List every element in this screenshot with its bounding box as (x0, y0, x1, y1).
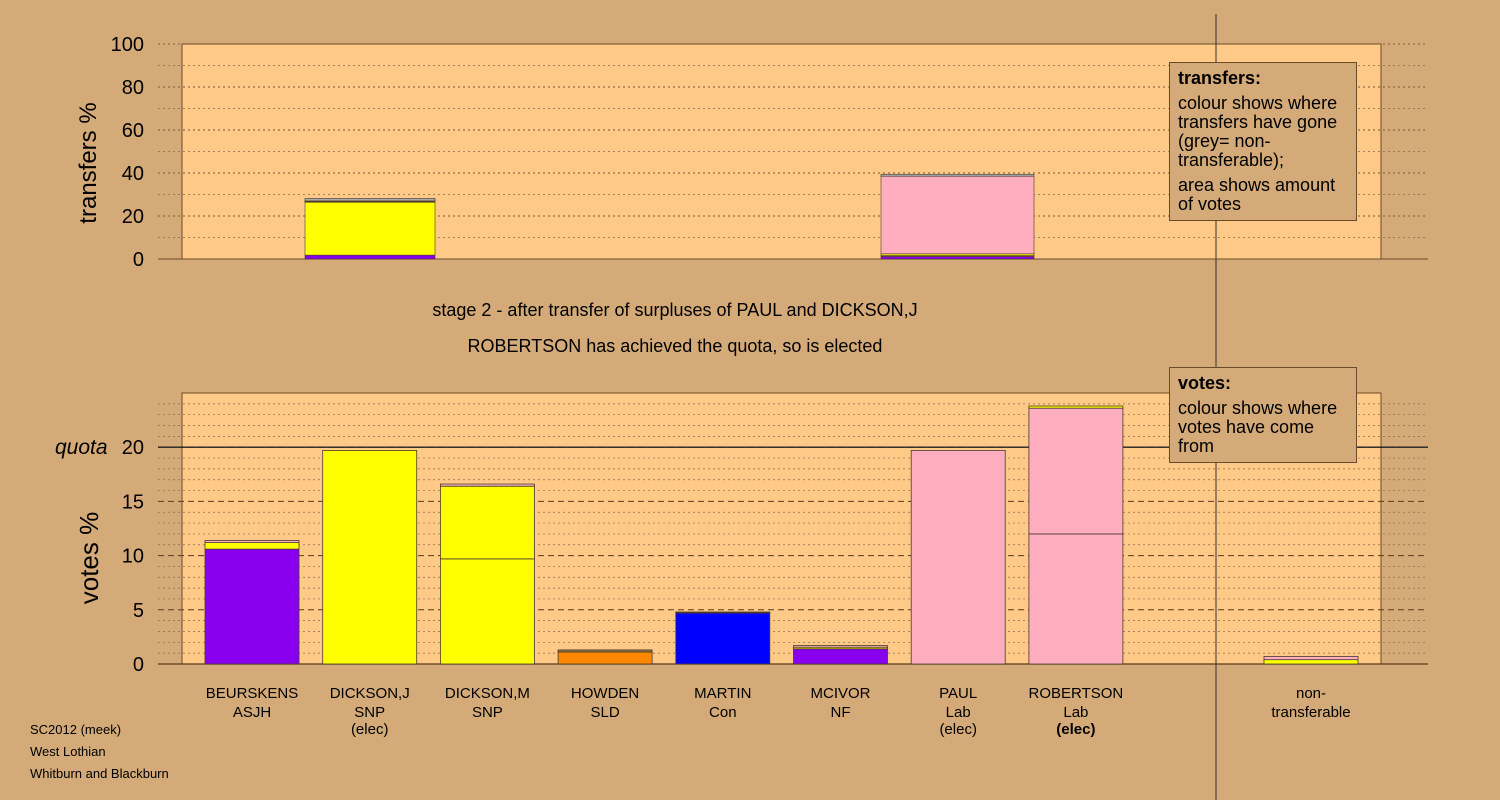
votes-y-tick-label: 5 (133, 600, 144, 622)
candidate-name-label: PAUL (939, 685, 977, 702)
candidate-party-label: NF (831, 704, 851, 721)
transfer-segment-paul-to-robertson (880, 175, 1035, 255)
votes-y-tick-label: 15 (122, 491, 144, 513)
votes-y-tick-label: 20 (122, 437, 144, 459)
candidate-name-label: MARTIN (694, 685, 751, 702)
vote-bar-segment-howden (557, 651, 653, 665)
transfers-y-tick-label: 0 (133, 249, 144, 271)
candidate-status-label: (elec) (1056, 721, 1095, 738)
candidate-party-label: ASJH (233, 704, 271, 721)
candidate-name-label: DICKSON,M (445, 685, 530, 702)
candidate-party-label: SLD (591, 704, 620, 721)
non-transferable-label-1: non- (1296, 685, 1326, 702)
vote-bar-segment-mcivor (793, 645, 888, 648)
quota-label: quota (55, 436, 108, 459)
transfers-y-tick-label: 80 (122, 77, 144, 99)
transfer-segment-dicksonj-to-nontransferable (304, 198, 436, 202)
candidate-party-label: Lab (1063, 704, 1088, 721)
vote-bar-segment-beurskens (204, 542, 300, 550)
vote-bar-segment-dicksonm (439, 558, 535, 665)
votes-y-axis-label: votes % (74, 512, 104, 605)
candidate-party-label: SNP (472, 704, 503, 721)
vote-bar-segment-robertson (1028, 405, 1124, 409)
vote-bar-segment-martin (675, 612, 771, 665)
transfer-segment-paul-to-mcivor (880, 256, 1035, 260)
vote-bar-segment-dicksonm (439, 485, 535, 560)
transfers-y-tick-label: 60 (122, 120, 144, 142)
vote-bar-segment-beurskens (204, 540, 300, 543)
vote-bar-segment-howden (557, 649, 653, 652)
caption-ward: Whitburn and Blackburn (30, 766, 169, 781)
candidate-party-label: Lab (946, 704, 971, 721)
non-transferable-label-2: transferable (1271, 704, 1350, 721)
vote-bar-segment-martin (675, 611, 771, 613)
votes-legend: votes: colour shows where votes have com… (1169, 367, 1357, 463)
transfer-segment-dicksonj-to-mcivor (304, 254, 436, 260)
caption-system: SC2012 (meek) (30, 722, 122, 737)
transfer-segment-dicksonj-to-dicksonm (304, 201, 436, 256)
transfers-y-axis-label: transfers % (75, 102, 102, 223)
candidate-name-label: MCIVOR (811, 685, 871, 702)
transfer-segment-paul-to-nontransferable (880, 173, 1035, 177)
vote-bar-segment-paul (910, 450, 1006, 665)
votes-y-tick-label: 0 (133, 654, 144, 676)
transfers-legend-text-2: area shows amount of votes (1178, 175, 1336, 214)
candidate-name-label: ROBERTSON (1029, 685, 1124, 702)
transfers-legend-title: transfers: (1178, 68, 1262, 88)
transfers-y-tick-label: 20 (122, 206, 144, 228)
transfers-legend: transfers: colour shows where transfers … (1169, 62, 1357, 221)
candidate-status-label: (elec) (351, 721, 389, 738)
candidate-name-label: DICKSON,J (330, 685, 410, 702)
transfers-legend-text-1: colour shows where transfers have gone (… (1178, 93, 1338, 170)
votes-y-tick-label: 10 (122, 546, 144, 568)
candidate-status-label: (elec) (939, 721, 977, 738)
vote-bar-segment-beurskens (204, 548, 300, 665)
candidate-name-label: HOWDEN (571, 685, 639, 702)
non-transferable-bar-segment (1263, 659, 1359, 665)
stage-line-1: stage 2 - after transfer of surpluses of… (432, 300, 918, 320)
stage-line-2: ROBERTSON has achieved the quota, so is … (467, 336, 883, 356)
votes-legend-text-1: colour shows where votes have come from (1178, 398, 1338, 456)
candidate-name-label: BEURSKENS (206, 685, 299, 702)
candidate-party-label: SNP (354, 704, 385, 721)
vote-bar-segment-robertson (1028, 533, 1124, 665)
vote-bar-segment-robertson (1028, 407, 1124, 535)
votes-legend-title: votes: (1178, 373, 1232, 393)
transfers-y-tick-label: 100 (111, 34, 144, 56)
caption-council: West Lothian (30, 744, 106, 759)
vote-bar-segment-dicksonm (439, 483, 535, 487)
non-transferable-bar-segment (1263, 656, 1359, 661)
vote-bar-segment-mcivor (793, 648, 888, 665)
vote-bar-segment-dicksonj (322, 450, 418, 665)
candidate-party-label: Con (709, 704, 737, 721)
transfers-y-tick-label: 40 (122, 163, 144, 185)
